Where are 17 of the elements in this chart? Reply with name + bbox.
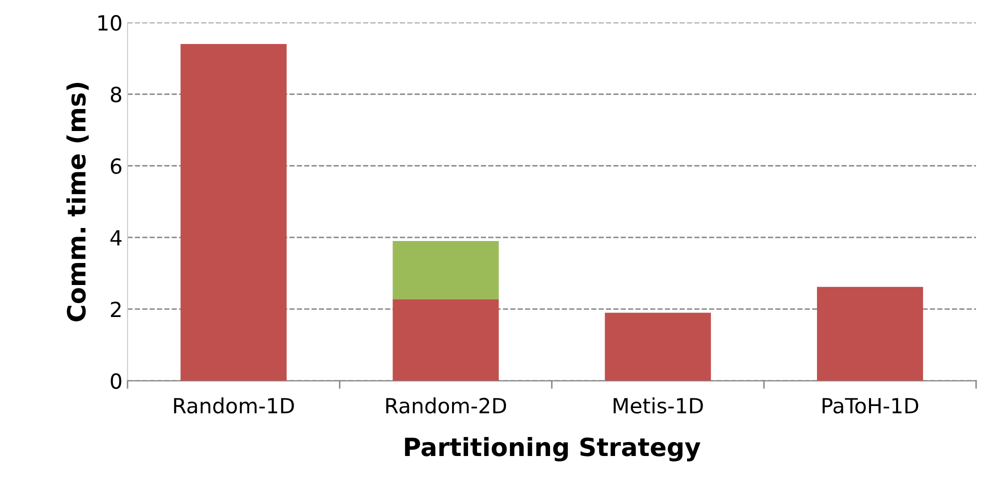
y-tick-label: 10: [98, 15, 122, 31]
bar: [392, 241, 499, 300]
y-tick-label: 6: [110, 158, 122, 174]
bar: [816, 286, 924, 381]
y-tick-label: 2: [110, 302, 121, 318]
bar: [604, 312, 711, 381]
x-tick-label: Random-1D: [174, 397, 294, 414]
bar: [180, 44, 287, 381]
bar: [392, 299, 499, 381]
y-tick-label: 4: [110, 230, 122, 246]
y-axis-title: Comm. time (ms): [66, 82, 89, 322]
x-axis-title: Partitioning Strategy: [405, 437, 700, 462]
y-tick-label: 0: [110, 373, 122, 389]
x-tick-label: PaToH-1D: [822, 398, 918, 414]
y-tick-label: 8: [110, 86, 122, 102]
x-tick-label: Random-2D: [386, 397, 506, 414]
x-tick-label: Metis-1D: [614, 397, 703, 414]
